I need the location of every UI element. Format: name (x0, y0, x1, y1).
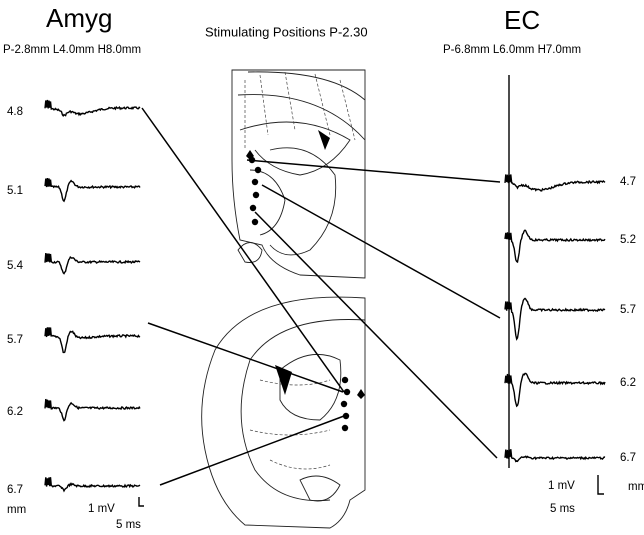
depth-label: 6.2 (620, 377, 636, 389)
electrode-dot (342, 425, 348, 431)
left-scale-bar (139, 497, 144, 506)
right-coords: P-6.8mm L6.0mm H7.0mm (443, 44, 581, 56)
connector (262, 185, 500, 318)
connector (160, 416, 344, 485)
left-scale-time: 5 ms (116, 519, 141, 531)
depth-label: 6.7 (7, 484, 23, 496)
right-scale-bar (598, 475, 604, 494)
trace (505, 174, 605, 191)
trace (45, 178, 140, 201)
left-scale-voltage: 1 mV (88, 503, 115, 515)
left-coords: P-2.8mm L4.0mm H8.0mm (3, 44, 141, 56)
electrode-dot (253, 192, 259, 198)
electrode-dot (341, 401, 347, 407)
trace (45, 253, 140, 274)
brain-bottom (202, 297, 365, 528)
electrode-star (357, 389, 365, 399)
electrode-sites (142, 108, 500, 485)
depth-label: 5.1 (7, 185, 23, 197)
trace (45, 477, 140, 491)
traces (45, 100, 605, 491)
depth-label: 4.8 (7, 106, 23, 118)
electrode-dot (344, 389, 350, 395)
electrode-dot (252, 219, 258, 225)
figure: Amyg P-2.8mm L4.0mm H8.0mm Stimulating P… (0, 0, 644, 535)
left-title: Amyg (46, 3, 112, 33)
electrode-dot (252, 179, 258, 185)
depth-labels: 4.8 5.1 5.4 5.7 6.2 6.7 4.7 5.2 5.7 6.2 6.7 (7, 106, 636, 496)
electrode-dot (255, 167, 261, 173)
trace (45, 399, 140, 421)
trace (45, 100, 140, 116)
center-title: Stimulating Positions P-2.30 (205, 24, 368, 39)
trace (45, 327, 140, 352)
right-unit: mm (628, 481, 644, 493)
depth-label: 5.4 (7, 260, 24, 272)
trace (505, 374, 605, 407)
depth-label: 5.2 (620, 234, 636, 246)
depth-label: 5.7 (7, 334, 23, 346)
trace (505, 230, 605, 262)
trace (505, 298, 605, 339)
depth-label: 5.7 (620, 304, 636, 316)
electrode-dot (342, 377, 348, 383)
connector (142, 108, 344, 392)
depth-label: 6.2 (7, 406, 23, 418)
depth-label: 4.7 (620, 176, 636, 188)
trace (505, 449, 605, 461)
right-title: EC (504, 5, 540, 35)
electrode-dot (250, 205, 256, 211)
depth-label: 6.7 (620, 452, 636, 464)
brain-top (232, 70, 365, 278)
left-unit: mm (7, 504, 26, 516)
right-scale-voltage: 1 mV (548, 480, 575, 492)
connector (148, 323, 343, 392)
right-scale-time: 5 ms (550, 503, 575, 515)
